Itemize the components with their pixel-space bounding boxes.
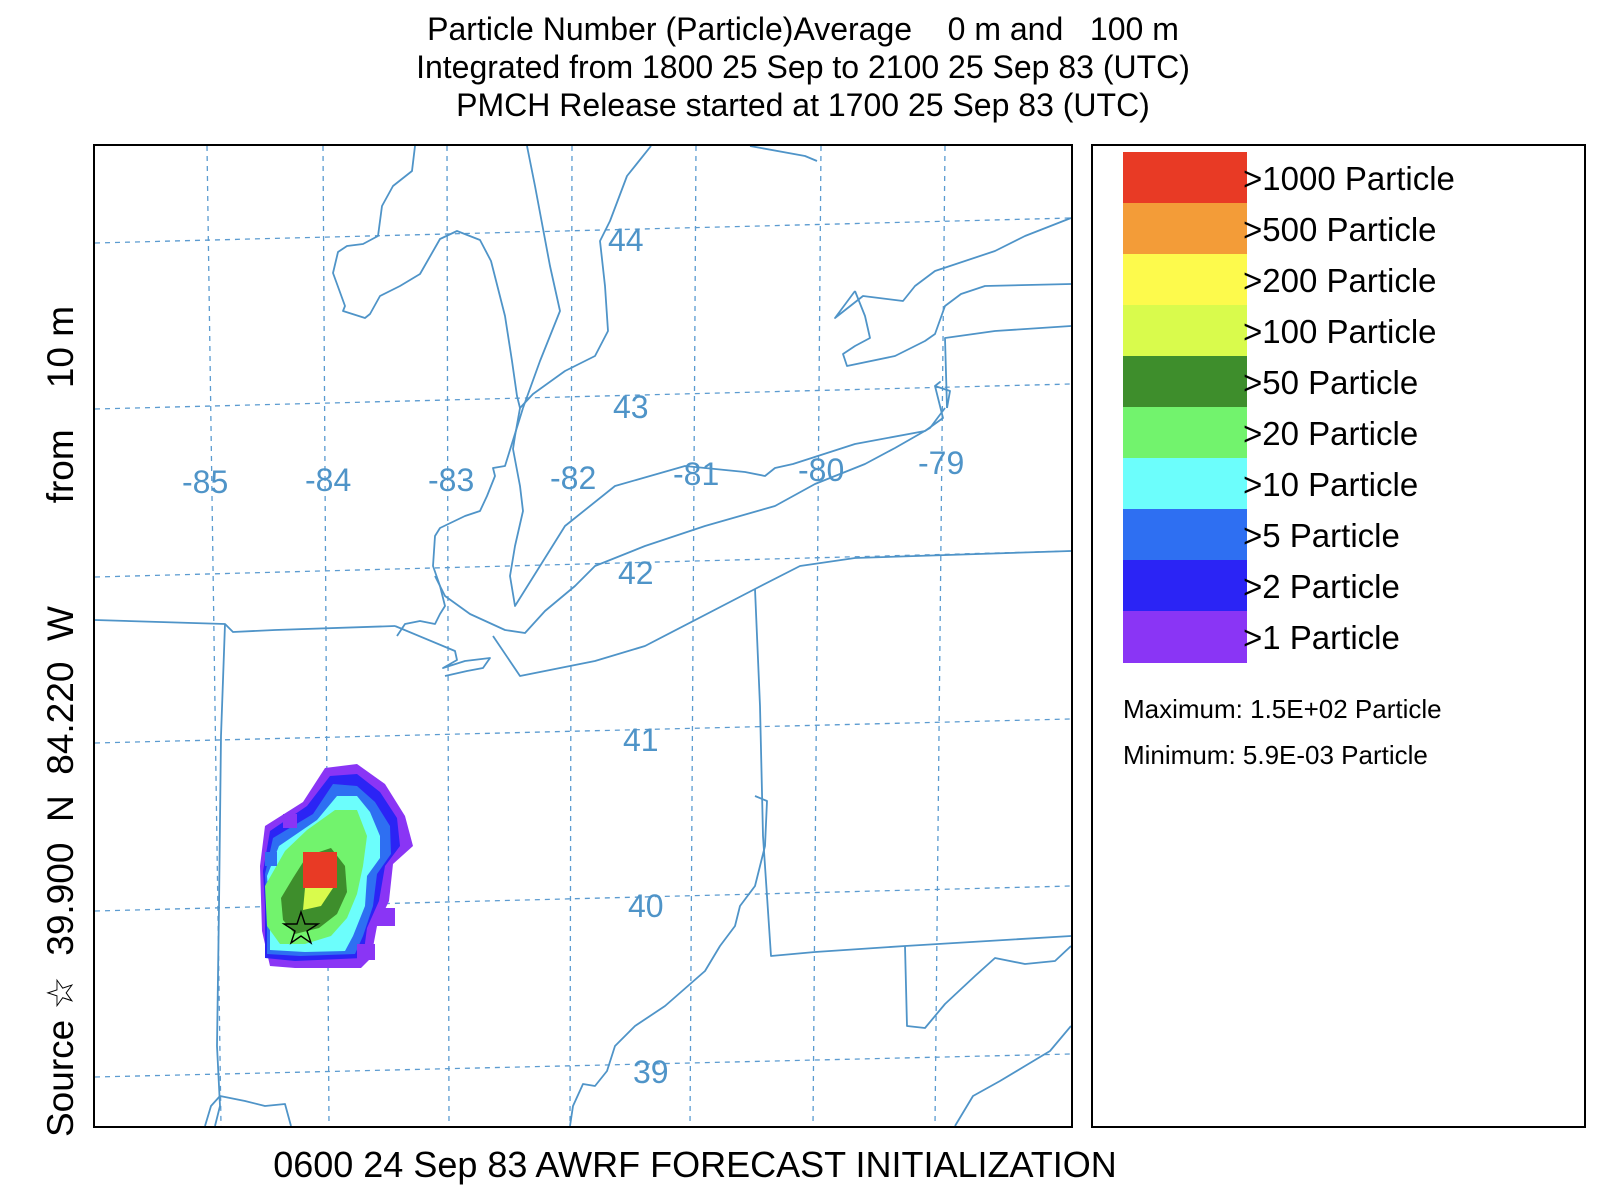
legend-swatch — [1123, 305, 1247, 357]
longitude-label: -82 — [550, 460, 596, 496]
latitude-label: 41 — [623, 722, 659, 758]
latitude-label: 40 — [628, 888, 664, 924]
legend-label: >200 Particle — [1243, 262, 1437, 299]
latitude-label: 42 — [618, 555, 654, 591]
title-line-2: Integrated from 1800 25 Sep to 2100 25 S… — [416, 49, 1190, 85]
legend-item: >1000 Particle — [1123, 152, 1583, 204]
plume-max-cell — [303, 852, 337, 888]
latitude-label: 44 — [608, 222, 644, 258]
ny-pa-border — [944, 325, 1071, 409]
legend-label: >2 Particle — [1243, 568, 1400, 605]
map-canvas: -85 -84 -83 -82 -81 -80 -79 44 43 42 41 … — [95, 146, 1071, 1126]
longitude-label: -80 — [798, 452, 844, 488]
map-borders — [95, 146, 1071, 1126]
lake-ontario — [842, 283, 1071, 367]
longitude-label: -81 — [673, 456, 719, 492]
legend-label: >100 Particle — [1243, 313, 1437, 350]
lake-erie-south-shore — [434, 407, 946, 634]
legend-label: >1 Particle — [1243, 619, 1400, 656]
michigan-ohio-shore — [396, 407, 524, 637]
source-star-icon — [281, 909, 321, 945]
longitude-gridline-81 — [689, 146, 697, 1126]
indiana-ohio-border — [214, 623, 226, 1126]
legend-item: >20 Particle — [1123, 407, 1583, 459]
legend-swatch — [1123, 152, 1247, 204]
wv-border — [904, 945, 1071, 1029]
southwest-corner — [204, 1095, 292, 1126]
maximum-value: Maximum: 1.5E+02 Particle — [1123, 694, 1442, 724]
title-line-1: Particle Number (Particle)Average 0 m an… — [427, 11, 1179, 47]
ohio-pa-border — [754, 588, 1071, 957]
map-panel: -85 -84 -83 -82 -81 -80 -79 44 43 42 41 … — [93, 144, 1073, 1128]
lake-ontario-north — [834, 217, 1071, 319]
lake-huron-east-shore — [519, 146, 652, 409]
latitude-label: 39 — [633, 1054, 669, 1090]
legend-item: >500 Particle — [1123, 203, 1583, 255]
legend-swatch — [1123, 509, 1247, 561]
legend-item: >10 Particle — [1123, 458, 1583, 510]
canada-upper — [749, 146, 818, 162]
legend-swatch — [1123, 407, 1247, 459]
legend-label: >500 Particle — [1243, 211, 1437, 248]
legend-swatch — [1123, 254, 1247, 306]
longitude-label: -79 — [918, 445, 964, 481]
legend-label: >1000 Particle — [1243, 160, 1455, 197]
legend-label: >5 Particle — [1243, 517, 1400, 554]
legend-item: >5 Particle — [1123, 509, 1583, 561]
plume-edge-cell-4 — [357, 944, 375, 960]
lake-huron-west-shore — [522, 146, 561, 409]
ohio-michigan-toledo — [394, 625, 491, 677]
legend-swatch — [1123, 560, 1247, 612]
longitude-gridline-80 — [812, 146, 822, 1126]
legend-item: >200 Particle — [1123, 254, 1583, 306]
latitude-label: 43 — [613, 389, 649, 425]
latitude-gridline-42 — [95, 550, 1071, 578]
latitude-gridline-40 — [95, 885, 1071, 912]
legend-swatch — [1123, 611, 1247, 663]
title-line-3: PMCH Release started at 1700 25 Sep 83 (… — [456, 87, 1150, 123]
ohio-east-shore — [492, 550, 1071, 677]
longitude-gridline-79 — [934, 146, 946, 1126]
legend-panel: >1000 Particle >500 Particle >200 Particle… — [1091, 144, 1586, 1128]
legend-item: >2 Particle — [1123, 560, 1583, 612]
legend-item: >50 Particle — [1123, 356, 1583, 408]
longitude-gridline-85 — [206, 146, 222, 1126]
longitude-gridlines — [206, 146, 946, 1126]
legend-label: >20 Particle — [1243, 415, 1419, 452]
indiana-michigan-border — [95, 619, 396, 633]
latitude-gridline-43 — [95, 383, 1071, 410]
legend-swatch — [1123, 356, 1247, 408]
legend-swatch — [1123, 203, 1247, 255]
longitude-label: -85 — [182, 464, 228, 500]
ohio-river — [569, 795, 768, 1126]
source-location-label: Source ☆ 39.900 N 84.220 W from 10 m — [40, 305, 81, 1137]
longitude-gridline-84 — [322, 146, 330, 1126]
legend-label: >10 Particle — [1243, 466, 1419, 503]
plume-edge-cell-3 — [377, 908, 395, 926]
kentucky-south — [954, 1025, 1071, 1126]
forecast-initialization-label: 0600 24 Sep 83 AWRF FORECAST INITIALIZAT… — [273, 1144, 1117, 1185]
lake-erie-north-shore — [509, 381, 951, 607]
longitude-label: -83 — [428, 462, 474, 498]
plume-edge-cell-2 — [265, 852, 277, 866]
longitude-gridline-83 — [446, 146, 450, 1126]
plume-edge-cell-1 — [283, 814, 297, 828]
legend-label: >50 Particle — [1243, 364, 1419, 401]
latitude-gridline-39 — [95, 1053, 1071, 1078]
latitude-gridline-44 — [95, 217, 1071, 244]
minimum-value: Minimum: 5.9E-03 Particle — [1123, 740, 1428, 770]
latitude-gridlines — [95, 217, 1071, 1078]
longitude-label: -84 — [305, 462, 351, 498]
legend-swatch — [1123, 458, 1247, 510]
latitude-gridline-41 — [95, 718, 1071, 744]
michigan-thumb-shore — [332, 146, 521, 409]
legend-item: >1 Particle — [1123, 611, 1583, 663]
longitude-gridline-82 — [569, 146, 573, 1126]
legend-item: >100 Particle — [1123, 305, 1583, 357]
particle-plume — [260, 764, 413, 968]
